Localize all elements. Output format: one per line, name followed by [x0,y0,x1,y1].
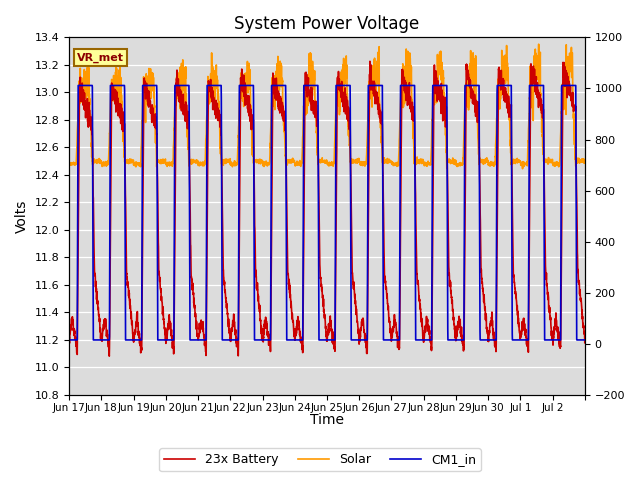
CM1_in [471,83,479,88]
Legend: 23x Battery, Solar, CM1_in: 23x Battery, Solar, CM1_in [159,448,481,471]
23x Battery [438,105,446,110]
Solar [502,76,510,82]
Text: VR_met: VR_met [77,53,124,63]
CM1_in [575,337,583,343]
Solar [581,160,589,166]
X-axis label: Time: Time [310,413,344,427]
Solar [65,162,73,168]
CM1_in [171,83,179,88]
Solar [171,107,179,112]
Y-axis label: Volts: Volts [15,200,29,233]
23x Battery [581,340,589,346]
Line: 23x Battery: 23x Battery [69,61,585,356]
CM1_in [393,337,401,343]
CM1_in [65,337,73,343]
CM1_in [74,83,82,88]
23x Battery [472,101,479,107]
23x Battery [366,59,374,64]
23x Battery [393,332,401,337]
CM1_in [438,83,446,88]
23x Battery [106,353,113,359]
Solar [393,160,401,166]
Solar [575,158,583,164]
23x Battery [502,91,510,97]
Line: CM1_in: CM1_in [69,85,585,340]
Solar [438,77,446,83]
23x Battery [65,336,73,342]
CM1_in [502,83,510,88]
Solar [535,41,543,47]
23x Battery [575,280,583,286]
Title: System Power Voltage: System Power Voltage [234,15,420,33]
CM1_in [581,337,589,343]
23x Battery [171,231,179,237]
Solar [471,73,479,79]
Line: Solar: Solar [69,44,585,168]
Solar [519,166,527,171]
